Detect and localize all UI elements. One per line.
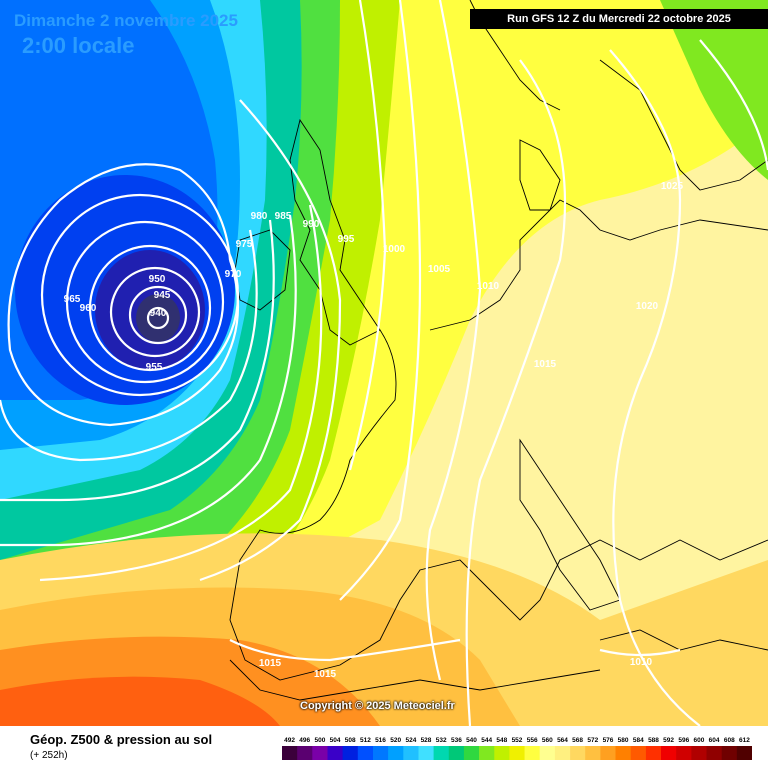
isobar-label: 965 (64, 294, 81, 305)
color-scale-swatch (554, 746, 571, 760)
color-scale-tick: 540 (466, 737, 477, 744)
color-scale-swatch (357, 746, 374, 760)
color-scale-tick: 520 (390, 737, 401, 744)
color-scale-swatch (676, 746, 692, 760)
color-scale-tick: 552 (512, 737, 523, 744)
color-scale-swatch (373, 746, 389, 760)
color-scale-tick: 528 (421, 737, 432, 744)
run-info-banner: Run GFS 12 Z du Mercredi 22 octobre 2025 (470, 9, 768, 29)
isobar-label: 950 (149, 274, 166, 285)
color-scale-swatch (524, 746, 541, 760)
color-scale-tick: 508 (345, 737, 356, 744)
color-scale-swatch (509, 746, 525, 760)
isobar-label: 960 (80, 303, 97, 314)
color-scale-swatch (297, 746, 313, 760)
forecast-time-title: 2:00 locale (22, 33, 135, 58)
isobar-label: 1020 (636, 301, 659, 312)
color-scale-tick: 572 (587, 737, 598, 744)
color-scale-tick: 504 (330, 737, 341, 744)
isobar-label: 955 (146, 362, 163, 373)
color-scale-tick: 564 (557, 737, 568, 744)
color-scale-swatch (433, 746, 450, 760)
color-scale-swatch (691, 746, 707, 760)
color-scale-swatch (585, 746, 601, 760)
color-scale-swatch (721, 746, 738, 760)
color-scale-tick: 492 (284, 737, 295, 744)
color-scale-tick: 496 (299, 737, 310, 744)
color-scale-swatch (539, 746, 556, 760)
isobar-label: 985 (275, 211, 292, 222)
isobar-label: 940 (150, 308, 167, 319)
color-scale-tick: 592 (663, 737, 674, 744)
color-scale-tick: 560 (542, 737, 553, 744)
product-title: Géop. Z500 & pression au sol (30, 732, 213, 747)
lead-time-label: (+ 252h) (30, 750, 68, 761)
color-scale-swatch (463, 746, 480, 760)
color-scale-tick: 596 (678, 737, 689, 744)
color-scale-tick: 612 (739, 737, 750, 744)
color-scale-swatch (661, 746, 677, 760)
color-scale-tick: 544 (481, 737, 492, 744)
color-scale-tick: 580 (618, 737, 629, 744)
color-scale-swatch (494, 746, 510, 760)
isobar-label: 1015 (314, 669, 337, 680)
color-scale-swatch (312, 746, 328, 760)
isobar-label: 1010 (630, 657, 653, 668)
color-scale-swatch (418, 746, 434, 760)
isobar-label: 995 (338, 234, 355, 245)
color-scale-tick: 532 (436, 737, 447, 744)
color-scale-legend: 492 496 500 504 508 512 516 520 524 528 532 536 540 5… (282, 737, 752, 760)
color-scale-tick: 500 (314, 737, 325, 744)
color-scale-tick-labels: 492 496 500 504 508 512 516 520 524 528 532 536 540 5… (284, 737, 750, 744)
isobar-label: 975 (236, 239, 253, 250)
color-scale-swatch (600, 746, 616, 760)
color-scale-tick: 600 (693, 737, 704, 744)
color-scale-tick: 604 (709, 737, 720, 744)
isobar-label: 990 (303, 219, 320, 230)
color-scale-swatch (403, 746, 419, 760)
isobar-label: 945 (154, 290, 171, 301)
color-scale-tick: 584 (633, 737, 644, 744)
color-scale-swatch (570, 746, 586, 760)
color-scale-swatch (448, 746, 465, 760)
color-scale-tick: 548 (496, 737, 507, 744)
color-scale-swatch (645, 746, 662, 760)
color-scale-swatch (706, 746, 722, 760)
color-scale-swatch (736, 746, 752, 760)
color-scale-tick: 608 (724, 737, 735, 744)
z500-core-center (136, 294, 180, 342)
color-scale-swatches (282, 746, 752, 760)
isobar-label: 1010 (477, 281, 500, 292)
color-scale-tick: 556 (527, 737, 538, 744)
color-scale-swatch (615, 746, 631, 760)
isobars (0, 0, 768, 726)
color-scale-tick: 512 (360, 737, 371, 744)
isobar-label: 980 (251, 211, 268, 222)
z500-band-green-ne (660, 0, 768, 180)
forecast-date-title: Dimanche 2 novembre 2025 (14, 11, 238, 30)
isobar-label: 1015 (534, 359, 557, 370)
isobar-label: 1000 (383, 244, 406, 255)
color-scale-tick: 568 (572, 737, 583, 744)
isobar-label: 1005 (428, 264, 451, 275)
z500-band-red-orange (0, 676, 280, 726)
copyright-notice: Copyright © 2025 Meteociel.fr (300, 700, 455, 712)
color-scale-tick: 516 (375, 737, 386, 744)
color-scale-tick: 524 (405, 737, 416, 744)
coastlines (229, 0, 768, 701)
isobar-label: 970 (225, 269, 242, 280)
isobar-label-group: 940 945 950 955 960 965 970 975 980 985 … (64, 181, 684, 680)
color-scale-swatch (342, 746, 359, 760)
color-scale-swatch (479, 746, 495, 760)
weather-map: 940 945 950 955 960 965 970 975 980 985 … (0, 0, 768, 726)
color-scale-tick: 588 (648, 737, 659, 744)
color-scale-swatch (282, 746, 298, 760)
isobar-label: 1025 (661, 181, 684, 192)
color-scale-tick: 536 (451, 737, 462, 744)
color-scale-tick: 576 (603, 737, 614, 744)
color-scale-swatch (388, 746, 404, 760)
color-scale-swatch (327, 746, 343, 760)
isobar-label: 1015 (259, 658, 282, 669)
color-scale-swatch (630, 746, 647, 760)
